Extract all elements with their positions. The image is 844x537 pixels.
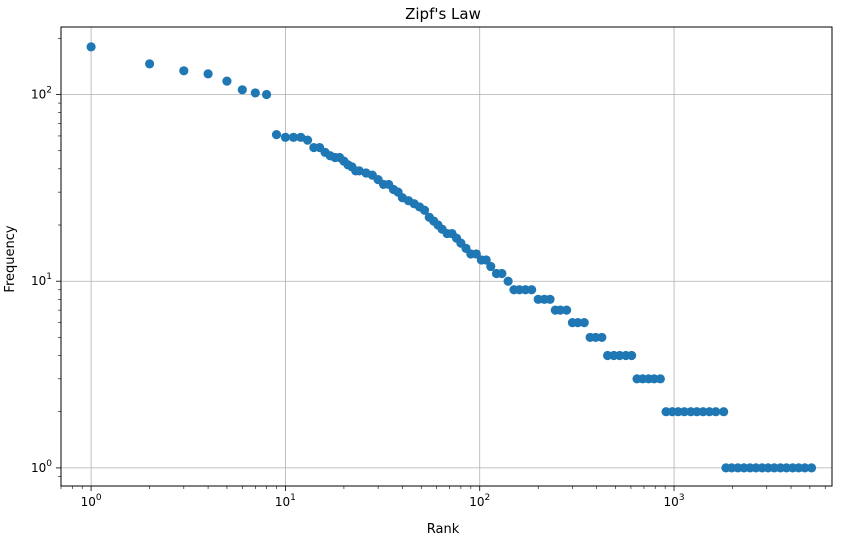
data-point xyxy=(261,89,272,100)
data-point xyxy=(203,69,213,79)
data-point xyxy=(679,407,689,417)
data-point xyxy=(562,305,572,315)
data-point xyxy=(419,205,430,215)
data-point xyxy=(597,332,607,343)
data-point xyxy=(280,132,291,142)
grid-lines xyxy=(61,27,832,486)
y-axis-label: Frequency xyxy=(3,225,18,292)
data-point xyxy=(704,407,714,417)
data-points xyxy=(86,42,817,473)
plot-frame xyxy=(60,26,833,487)
x-axis-label: Rank xyxy=(427,522,460,537)
data-point xyxy=(627,350,637,361)
data-point xyxy=(573,318,583,328)
data-point xyxy=(527,285,537,295)
data-point xyxy=(237,85,247,95)
data-point xyxy=(698,407,708,417)
data-point xyxy=(800,463,810,473)
chart-title: Zipf's Law xyxy=(405,5,481,23)
data-point xyxy=(486,261,496,272)
data-point xyxy=(503,276,513,286)
data-point xyxy=(579,318,589,328)
data-point xyxy=(719,407,729,417)
data-point xyxy=(288,132,299,142)
data-point xyxy=(497,268,507,279)
data-point xyxy=(711,407,721,417)
data-point xyxy=(302,135,313,145)
data-point xyxy=(86,42,96,52)
data-point xyxy=(250,88,260,98)
data-point xyxy=(471,249,481,259)
data-point xyxy=(481,255,491,265)
data-point xyxy=(144,59,155,69)
data-point xyxy=(179,66,189,76)
data-point xyxy=(222,76,232,86)
data-point xyxy=(545,294,555,304)
data-point xyxy=(655,374,665,384)
major-ticks xyxy=(56,94,675,491)
data-point xyxy=(271,130,282,140)
data-point xyxy=(806,463,817,473)
